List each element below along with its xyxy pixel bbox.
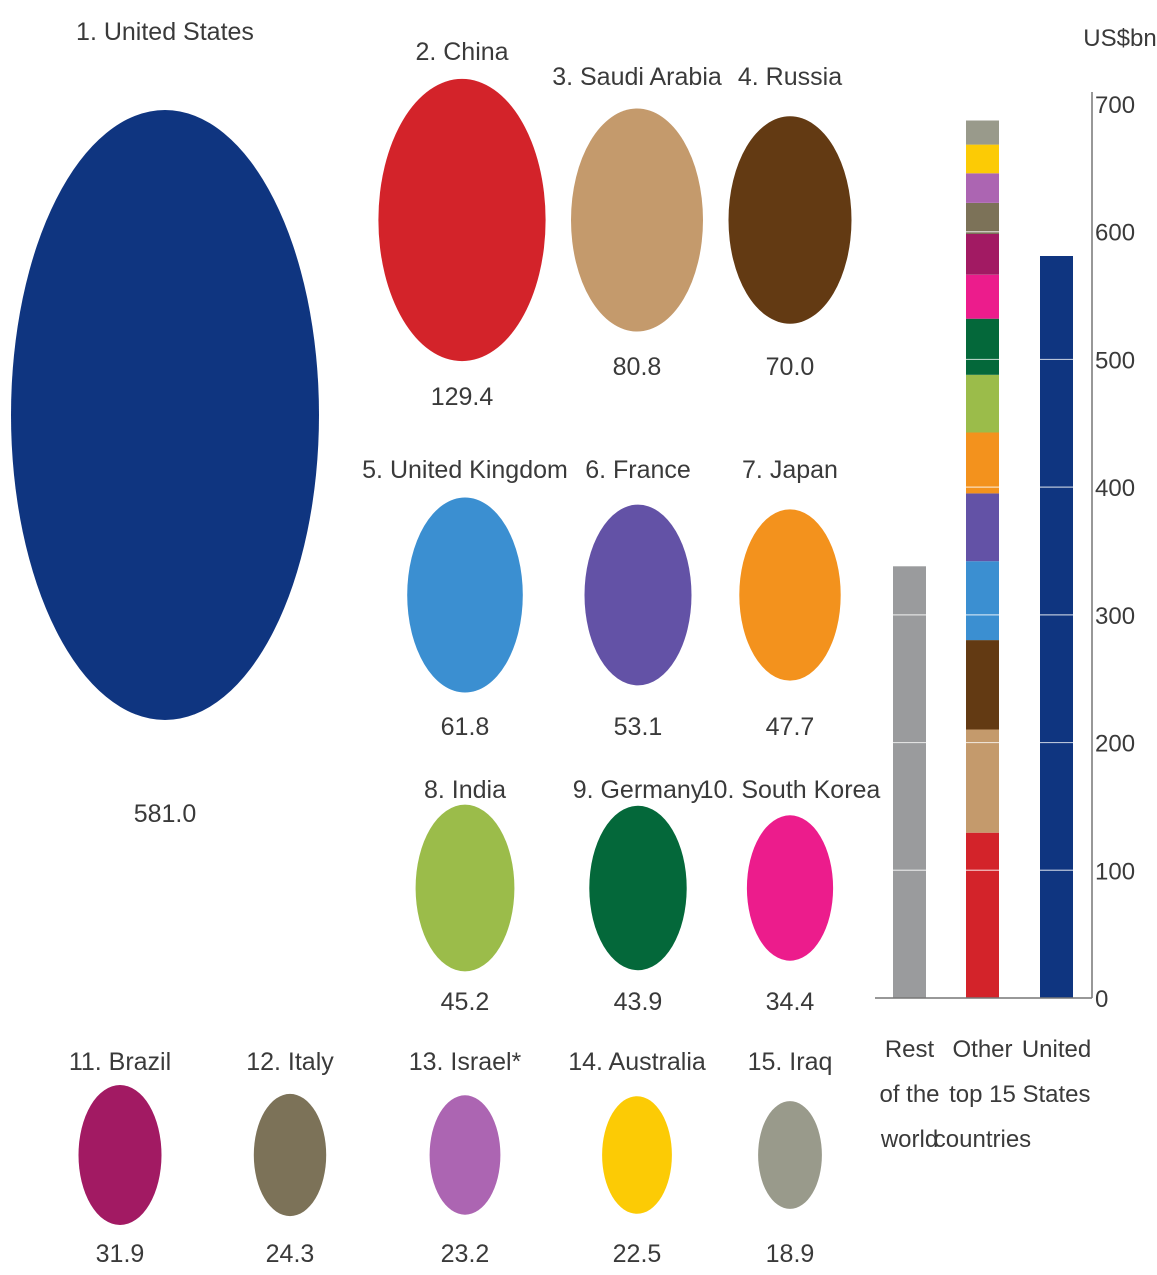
bubble-2: [378, 78, 546, 362]
bubble-7: [739, 509, 841, 681]
bubble-value-5: 61.8: [441, 713, 490, 741]
bubble-9: [589, 805, 687, 971]
y-tick-100: 100: [1095, 858, 1135, 885]
bubble-label-5: 5. United Kingdom: [362, 456, 568, 484]
y-tick-200: 200: [1095, 731, 1135, 758]
bubble-13: [429, 1095, 501, 1215]
bar-1-segment-11: [966, 173, 999, 203]
bar-0-segment-0: [893, 566, 926, 998]
bar-1-segment-5: [966, 432, 999, 494]
bubble-label-11: 11. Brazil: [69, 1048, 171, 1076]
bubble-label-7: 7. Japan: [742, 456, 838, 484]
bar-1-segment-9: [966, 234, 999, 275]
bubble-6: [584, 504, 692, 686]
bubble-value-4: 70.0: [766, 353, 815, 381]
bubble-label-13: 13. Israel*: [409, 1048, 522, 1076]
bubble-label-1: 1. United States: [76, 18, 254, 46]
bar-1-segment-8: [966, 274, 999, 319]
y-tick-700: 700: [1095, 92, 1135, 119]
bubble-label-14: 14. Australia: [568, 1048, 706, 1076]
bubble-5: [407, 497, 523, 693]
bubble-value-7: 47.7: [766, 713, 815, 741]
y-tick-500: 500: [1095, 347, 1135, 374]
category-label-2-line-0: United: [1022, 1036, 1091, 1063]
y-axis-title: US$bn: [1083, 25, 1156, 52]
bubble-label-12: 12. Italy: [246, 1048, 334, 1076]
bubble-4: [728, 116, 852, 324]
bubble-value-2: 129.4: [431, 383, 494, 411]
bubble-value-15: 18.9: [766, 1240, 815, 1268]
y-tick-300: 300: [1095, 603, 1135, 630]
bubble-label-3: 3. Saudi Arabia: [552, 63, 722, 91]
category-label-1-line-1: top 15: [949, 1081, 1016, 1108]
bubble-1: [11, 110, 319, 720]
bubble-label-10: 10. South Korea: [700, 776, 881, 804]
bubble-value-14: 22.5: [613, 1240, 662, 1268]
bubble-10: [746, 815, 834, 961]
bubble-label-9: 9. Germany: [573, 776, 704, 804]
category-label-0-line-1: of the: [879, 1081, 939, 1108]
bar-2-segment-0: [1040, 256, 1073, 998]
bubble-label-8: 8. India: [424, 776, 506, 804]
bubble-value-11: 31.9: [96, 1240, 145, 1268]
bar-1-segment-4: [966, 493, 999, 562]
bar-1-segment-6: [966, 374, 999, 433]
bubble-11: [78, 1085, 162, 1225]
bubble-value-3: 80.8: [613, 353, 662, 381]
bubble-label-4: 4. Russia: [738, 63, 842, 91]
bubble-label-6: 6. France: [585, 456, 691, 484]
bubble-value-8: 45.2: [441, 988, 490, 1016]
bar-1-segment-7: [966, 318, 999, 375]
bubble-label-15: 15. Iraq: [748, 1048, 833, 1076]
bubble-label-2: 2. China: [415, 38, 508, 66]
bar-1-segment-0: [966, 832, 999, 998]
bar-1-segment-1: [966, 729, 999, 833]
bubble-value-9: 43.9: [614, 988, 663, 1016]
bubble-8: [415, 804, 515, 972]
bubble-group: [11, 78, 852, 1225]
category-label-2-line-1: States: [1022, 1081, 1090, 1108]
bubble-12: [253, 1093, 327, 1217]
bar-1-segment-2: [966, 640, 999, 730]
bubble-3: [571, 108, 703, 332]
bubble-14: [602, 1096, 672, 1214]
category-label-1-line-0: Other: [952, 1036, 1012, 1063]
bar-1-segment-13: [966, 120, 999, 145]
bar-1-segment-12: [966, 144, 999, 174]
y-tick-400: 400: [1095, 475, 1135, 502]
category-label-0-line-0: Rest: [885, 1036, 935, 1063]
bubble-value-6: 53.1: [614, 713, 663, 741]
bubble-value-13: 23.2: [441, 1240, 490, 1268]
y-tick-0: 0: [1095, 986, 1108, 1013]
bar-chart: [875, 92, 1093, 999]
y-tick-600: 600: [1095, 220, 1135, 247]
bubble-value-12: 24.3: [266, 1240, 315, 1268]
bubble-15: [758, 1101, 822, 1209]
category-label-1-line-2: countries: [934, 1126, 1031, 1153]
bubble-value-1: 581.0: [134, 800, 197, 828]
bar-1-segment-3: [966, 561, 999, 641]
bubble-value-10: 34.4: [766, 988, 815, 1016]
bar-1-segment-10: [966, 203, 999, 234]
category-label-0-line-2: world: [880, 1126, 938, 1153]
